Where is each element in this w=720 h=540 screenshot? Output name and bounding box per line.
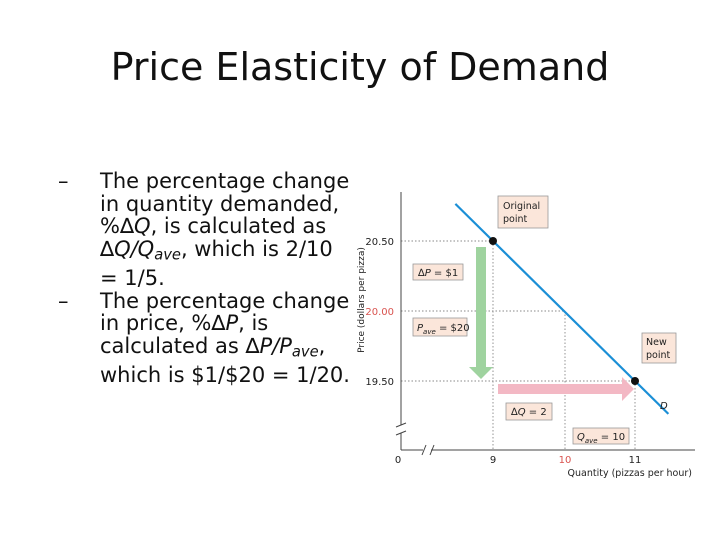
demand-curve-label: D (660, 401, 668, 412)
y-axis-label: Price (dollars per pizza) (357, 247, 367, 353)
delta-q-box: ∆Q = 2 (505, 402, 553, 421)
svg-text:∆Q = 2: ∆Q = 2 (510, 407, 547, 418)
new-point-label-1: New (646, 337, 667, 348)
bullet-price: – The percentage change in price, %∆P, i… (56, 288, 356, 388)
original-point-label-2: point (503, 214, 528, 225)
original-point (489, 237, 497, 245)
q-ave-box: Qave = 10 (572, 427, 630, 445)
new-point (631, 377, 639, 385)
bullet-quantity: – The percentage change in quantity dema… (56, 170, 356, 290)
svg-text:Pave = $20: Pave = $20 (417, 323, 470, 336)
x-tick-0: 0 (395, 455, 401, 466)
quantity-change-arrow (498, 377, 634, 401)
x-tick-11: 11 (629, 455, 642, 466)
demand-chart: Price (dollars per pizza) 20.50 20.00 19… (357, 192, 695, 479)
price-change-arrow (469, 247, 493, 379)
y-break-2 (395, 430, 407, 436)
svg-text:Qave = 10: Qave = 10 (577, 432, 625, 445)
x-break-2 (429, 444, 435, 456)
bullet-dash: – (58, 169, 69, 193)
bullet-text: The percentage change in quantity demand… (100, 169, 350, 291)
svg-text:∆P = $1: ∆P = $1 (417, 268, 458, 279)
axes (395, 192, 695, 456)
y-tick-2050: 20.50 (365, 237, 394, 248)
new-point-label-2: point (646, 350, 671, 361)
slide-title: Price Elasticity of Demand (110, 45, 610, 89)
x-axis-label: Quantity (pizzas per hour) (568, 468, 692, 479)
original-point-callout: Original point (497, 195, 549, 229)
y-tick-labels: 20.50 20.00 19.50 (365, 237, 394, 388)
bullet-text: The percentage change in price, %∆P, is … (100, 288, 350, 388)
bullet-dash: – (58, 288, 69, 313)
y-tick-2000: 20.00 (365, 307, 394, 318)
y-tick-1950: 19.50 (365, 377, 394, 388)
y-break-1 (395, 422, 407, 428)
p-ave-box: Pave = $20 (412, 317, 470, 337)
x-tick-10: 10 (559, 455, 572, 466)
new-point-callout: New point (641, 332, 677, 364)
bullet-list: – The percentage change in quantity dema… (56, 170, 356, 387)
x-tick-9: 9 (490, 455, 496, 466)
original-point-label-1: Original (503, 201, 540, 212)
delta-p-box: ∆P = $1 (412, 263, 464, 281)
x-break-1 (421, 444, 427, 456)
x-tick-labels: 0 9 10 11 (395, 455, 642, 466)
